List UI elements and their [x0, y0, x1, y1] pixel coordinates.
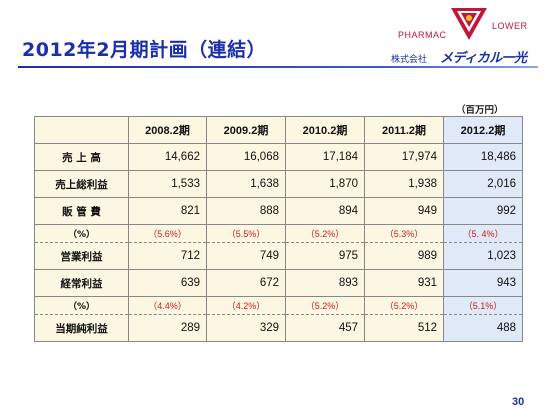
table-row: 経常利益 639 672 893 931 943 [34, 269, 523, 297]
table-cell: 488 [443, 314, 523, 342]
row-label: 販 管 費 [34, 197, 129, 225]
table-cell: 18,486 [443, 143, 523, 171]
table-header-row: 2008.2期 2009.2期 2010.2期 2011.2期 2012.2期 [34, 116, 523, 144]
table-row-percent: （%） （4.4%） （4.2%） （5.2%） （5.2%） （5.1%） [34, 296, 523, 315]
table-row: 当期純利益 289 329 457 512 488 [34, 314, 523, 342]
table-cell: 457 [285, 314, 365, 342]
row-label: 売上総利益 [34, 170, 129, 198]
table-cell: （5. 4%） [443, 224, 523, 243]
table-cell: 975 [285, 242, 365, 270]
row-label: 売 上 高 [34, 143, 129, 171]
table-cell: （5.2%） [364, 296, 444, 315]
table-cell: 672 [206, 269, 286, 297]
table-cell: 329 [206, 314, 286, 342]
logo-flower-text: LOWER [492, 21, 528, 31]
row-label: （%） [34, 224, 129, 243]
row-label: 経常利益 [34, 269, 129, 297]
table-cell: （5.3%） [364, 224, 444, 243]
table-cell: 1,638 [206, 170, 286, 198]
table-cell: 949 [364, 197, 444, 225]
table-cell: 512 [364, 314, 444, 342]
title-underline [18, 66, 538, 68]
financial-table: 2008.2期 2009.2期 2010.2期 2011.2期 2012.2期 … [34, 116, 523, 342]
table-cell: 1,023 [443, 242, 523, 270]
table-cell: （5.5%） [206, 224, 286, 243]
table-cell: 712 [128, 242, 207, 270]
row-label: 営業利益 [34, 242, 129, 270]
row-label: （%） [34, 296, 129, 315]
logo-brand-name: メディカル一光 [440, 51, 527, 66]
table-cell: （4.2%） [206, 296, 286, 315]
table-row: 売 上 高 14,662 16,068 17,184 17,974 18,486 [34, 143, 523, 171]
logo-company-prefix: 株式会社 [391, 55, 428, 65]
row-label: 当期純利益 [34, 314, 129, 342]
table-cell: 888 [206, 197, 286, 225]
table-cell: （5.2%） [285, 296, 365, 315]
table-cell: 893 [285, 269, 365, 297]
page-title: 2012年2月期計画（連結） [22, 39, 267, 61]
table-cell: 821 [128, 197, 207, 225]
table-row: 売上総利益 1,533 1,638 1,870 1,938 2,016 [34, 170, 523, 198]
table-cell: （5.2%） [285, 224, 365, 243]
table-row-percent: （%） （5.6%） （5.5%） （5.2%） （5.3%） （5. 4%） [34, 224, 523, 243]
table-cell: 16,068 [206, 143, 286, 171]
table-cell: 639 [128, 269, 207, 297]
column-header: 2011.2期 [364, 116, 444, 144]
table-cell: （5.6%） [128, 224, 207, 243]
table-cell: 943 [443, 269, 523, 297]
table-cell: 1,533 [128, 170, 207, 198]
table-cell: 2,016 [443, 170, 523, 198]
table-cell: 989 [364, 242, 444, 270]
table-cell: 17,974 [364, 143, 444, 171]
table-cell: 14,662 [128, 143, 207, 171]
column-header: 2008.2期 [128, 116, 207, 144]
table-cell: 931 [364, 269, 444, 297]
page-number: 30 [512, 396, 525, 408]
table-corner-cell [34, 116, 129, 144]
column-header: 2012.2期 [443, 116, 523, 144]
table-cell: 289 [128, 314, 207, 342]
table-row: 営業利益 712 749 975 989 1,023 [34, 242, 523, 270]
column-header: 2010.2期 [285, 116, 365, 144]
table-cell: 992 [443, 197, 523, 225]
table-cell: （4.4%） [128, 296, 207, 315]
table-cell: 1,870 [285, 170, 365, 198]
unit-label: （百万円） [456, 105, 504, 116]
logo-pharmac-text: PHARMAC [398, 30, 447, 40]
table-cell: 894 [285, 197, 365, 225]
table-cell: 1,938 [364, 170, 444, 198]
table-cell: 17,184 [285, 143, 365, 171]
table-row: 販 管 費 821 888 894 949 992 [34, 197, 523, 225]
column-header: 2009.2期 [206, 116, 286, 144]
table-cell: 749 [206, 242, 286, 270]
table-cell: （5.1%） [443, 296, 523, 315]
flower-logo-icon [451, 8, 487, 40]
